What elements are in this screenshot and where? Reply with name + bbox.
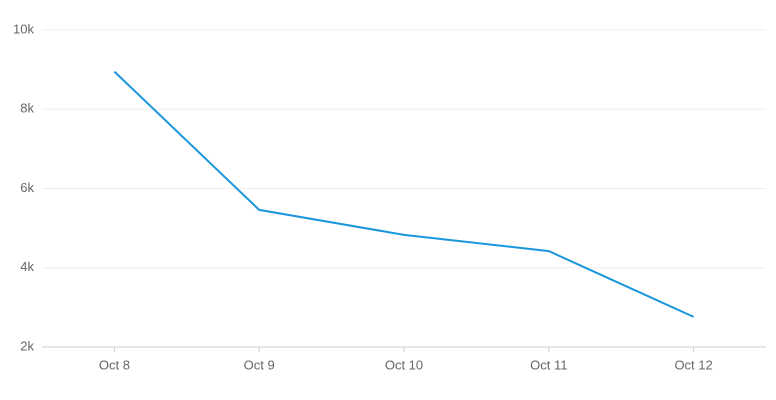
x-tick-label: Oct 12 — [674, 357, 712, 372]
x-tick-label: Oct 11 — [530, 357, 567, 372]
x-tick-label: Oct 9 — [244, 357, 275, 372]
line — [113, 70, 695, 318]
y-tick-label: 4k — [20, 259, 34, 274]
x-tick-label: Oct 8 — [99, 357, 130, 372]
y-tick-label: 8k — [20, 101, 34, 116]
y-tick-label: 10k — [13, 21, 34, 36]
x-tick-label: Oct 10 — [385, 357, 423, 372]
y-tick-label: 2k — [20, 338, 34, 353]
y-tick-label: 6k — [20, 180, 34, 195]
